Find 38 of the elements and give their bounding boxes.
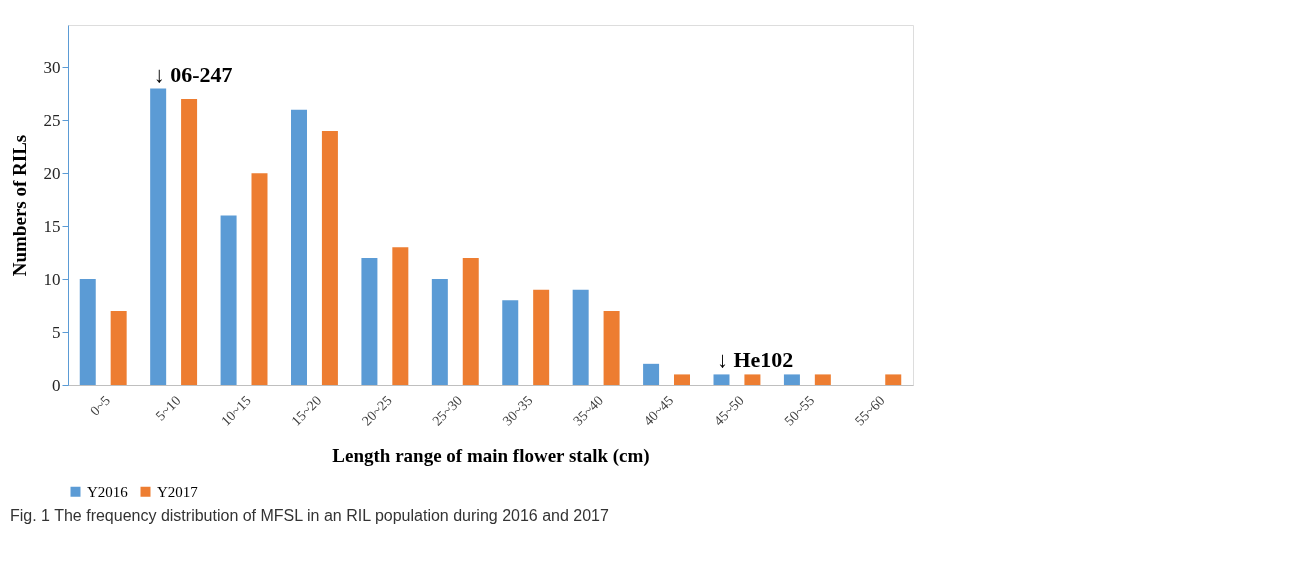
y-tick-label: 15 bbox=[43, 216, 61, 236]
bar bbox=[674, 374, 690, 385]
x-tick-label: 0~5 bbox=[87, 392, 114, 419]
legend-label: Y2017 bbox=[157, 483, 199, 500]
bar bbox=[150, 88, 167, 385]
bar bbox=[814, 374, 831, 385]
bar bbox=[572, 289, 589, 385]
bar bbox=[713, 374, 730, 385]
bar bbox=[431, 279, 448, 385]
bar bbox=[291, 109, 307, 385]
bar bbox=[462, 257, 479, 385]
y-axis-title: Numbers of RILs bbox=[8, 134, 30, 277]
bar bbox=[533, 289, 550, 385]
annotation: ↓ He102 bbox=[716, 347, 794, 373]
y-tick-label: 0 bbox=[52, 375, 61, 395]
y-tick-label: 25 bbox=[43, 110, 61, 130]
bar bbox=[79, 279, 96, 385]
caption: Fig. 1 The frequency distribution of MFSL in an RIL population during 2016 and 2017 bbox=[10, 507, 610, 524]
bar bbox=[885, 374, 902, 385]
bar bbox=[783, 374, 800, 385]
bar bbox=[220, 215, 237, 385]
bar bbox=[643, 363, 660, 385]
y-tick-label: 10 bbox=[43, 269, 61, 289]
y-tick-label: 20 bbox=[43, 163, 61, 183]
bar bbox=[251, 173, 268, 385]
bar bbox=[502, 300, 519, 385]
y-tick-label: 5 bbox=[52, 322, 61, 342]
bar bbox=[321, 130, 338, 385]
bar bbox=[603, 310, 620, 385]
bar bbox=[181, 99, 198, 385]
bar bbox=[110, 310, 127, 385]
legend-label: Y2016 bbox=[87, 483, 129, 500]
bar bbox=[392, 247, 409, 385]
bar bbox=[744, 374, 761, 385]
y-tick-label: 30 bbox=[43, 57, 61, 77]
bar bbox=[361, 257, 378, 385]
x-axis-title: Length range of main flower stalk (cm) bbox=[332, 444, 650, 467]
annotation: ↓ 06-247 bbox=[153, 61, 233, 87]
